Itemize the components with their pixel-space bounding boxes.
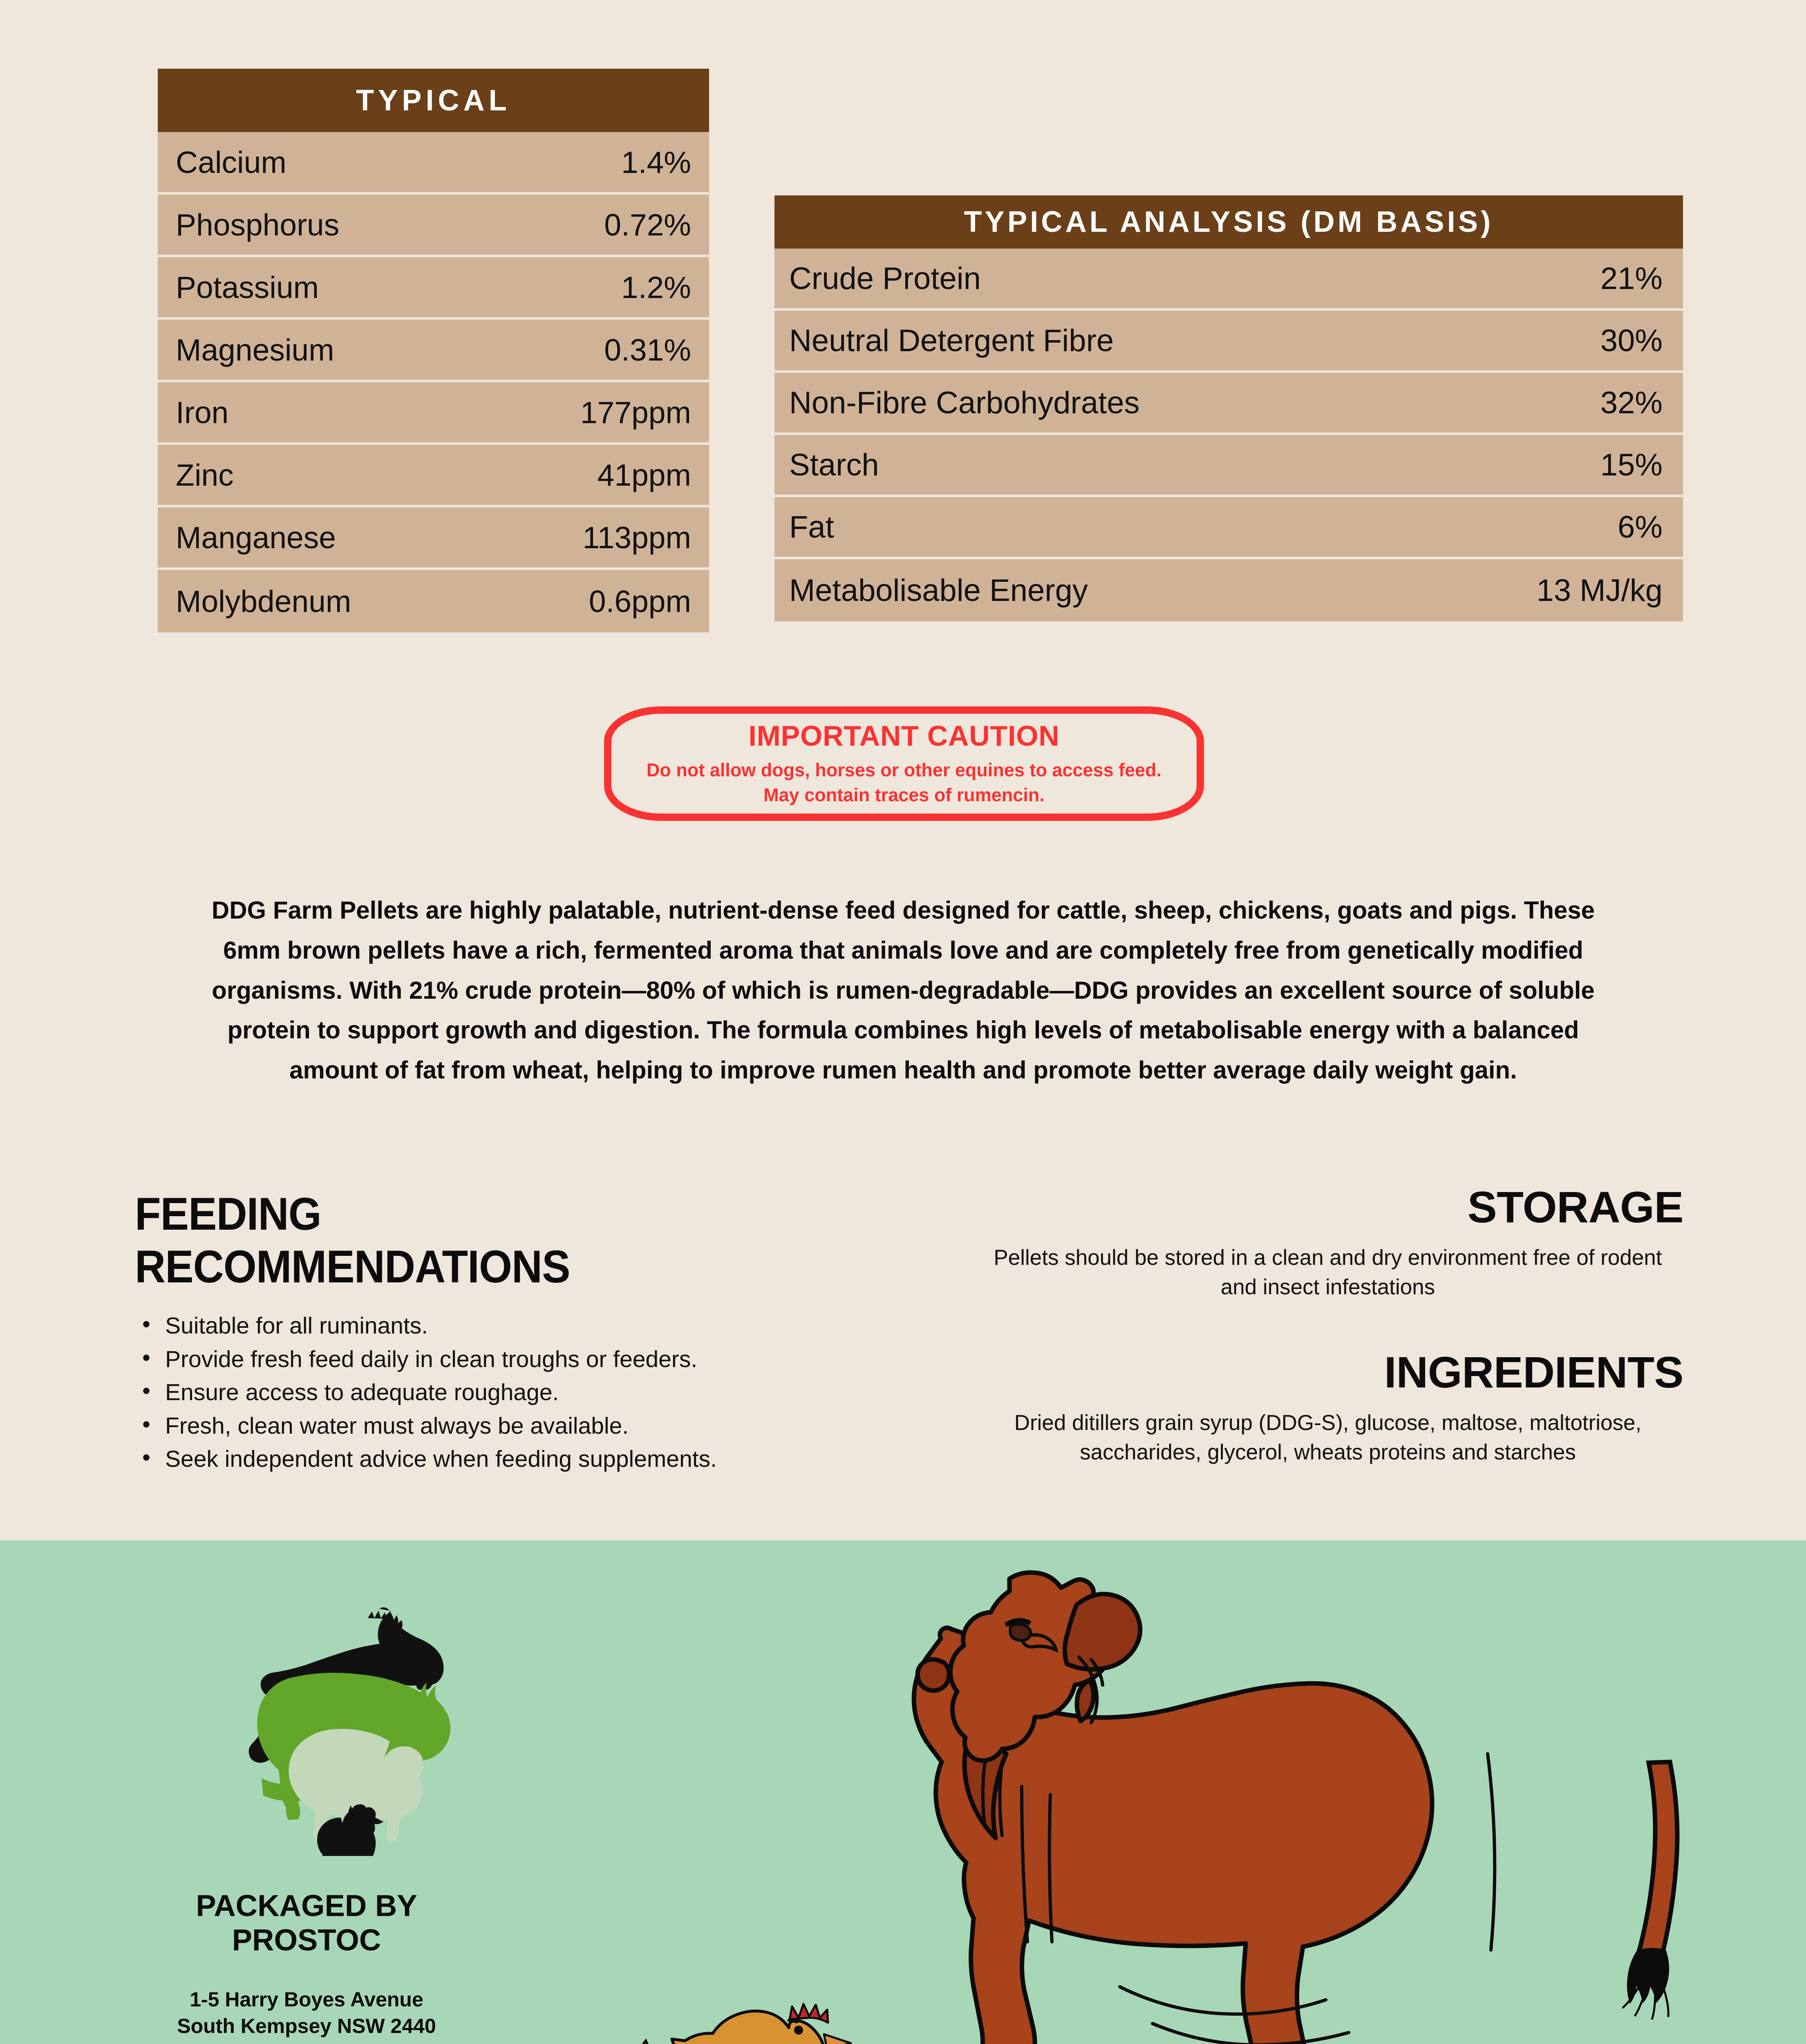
row-value: 113ppm [582, 520, 691, 555]
table-row: Molybdenum 0.6ppm [158, 570, 709, 632]
address-line-2: South Kempsey NSW 2440 [177, 2014, 436, 2037]
list-item: Provide fresh feed daily in clean trough… [135, 1342, 809, 1376]
row-label: Non-Fibre Carbohydrates [789, 385, 1140, 420]
chicken-silhouette-icon [317, 1804, 383, 1856]
row-value: 0.72% [604, 207, 691, 242]
row-value: 0.6ppm [589, 584, 691, 619]
list-item: Fresh, clean water must always be availa… [135, 1409, 809, 1442]
row-value: 41ppm [597, 457, 691, 492]
table-row: Phosphorus 0.72% [158, 195, 709, 257]
table-row: Manganese 113ppm [158, 507, 709, 570]
caution-line-1: Do not allow dogs, horses or other equin… [646, 760, 1162, 781]
table-row: Zinc 41ppm [158, 445, 709, 507]
packaged-by-label: PACKAGED BY [196, 1889, 417, 1923]
row-value: 13 MJ/kg [1536, 573, 1663, 608]
list-item: Suitable for all ruminants. [135, 1309, 809, 1342]
row-value: 0.31% [604, 332, 691, 367]
row-value: 32% [1600, 385, 1663, 420]
table-row: Calcium 1.4% [158, 132, 709, 195]
hen-illustration [597, 1995, 858, 2044]
row-label: Potassium [176, 270, 319, 305]
row-label: Neutral Detergent Fibre [789, 323, 1114, 358]
row-label: Metabolisable Energy [789, 573, 1088, 608]
caution-line-2: May contain traces of rumencin. [763, 784, 1045, 805]
row-label: Fat [789, 509, 834, 545]
table-row: Neutral Detergent Fibre 30% [774, 311, 1683, 373]
farm-animals-logo [139, 1586, 499, 1856]
brahman-bull-illustration [809, 1558, 1770, 2044]
address-line-1: 1-5 Harry Boyes Avenue [190, 1988, 423, 2011]
feeding-recommendations-list: Suitable for all ruminants. Provide fres… [135, 1309, 809, 1475]
important-caution-box: IMPORTANT CAUTION Do not allow dogs, hor… [604, 706, 1204, 821]
packager-address: 1-5 Harry Boyes Avenue South Kempsey NSW… [114, 1986, 499, 2040]
ingredients-title: INGREDIENTS [1384, 1347, 1684, 1397]
ingredients-body: Dried ditillers grain syrup (DDG-S), glu… [1014, 1411, 1642, 1464]
row-label: Crude Protein [789, 261, 981, 296]
row-label: Zinc [176, 457, 234, 492]
minerals-table: TYPICAL Calcium 1.4% Phosphorus 0.72% Po… [158, 69, 709, 632]
row-value: 6% [1618, 509, 1663, 545]
row-label: Calcium [176, 145, 286, 179]
feeding-recommendations-section: FEEDING RECOMMENDATIONS Suitable for all… [135, 1188, 809, 1477]
list-item: Ensure access to adequate roughage. [135, 1375, 809, 1409]
table-row: Starch 15% [774, 435, 1683, 497]
packager-name: PROSTOC [232, 1923, 381, 1957]
horse-silhouette-icon [248, 1607, 444, 1763]
table-row: Metabolisable Energy 13 MJ/kg [774, 559, 1683, 621]
storage-body: Pellets should be stored in a clean and … [994, 1246, 1662, 1299]
row-label: Phosphorus [176, 207, 340, 242]
row-label: Magnesium [176, 332, 334, 367]
analysis-table-header: TYPICAL ANALYSIS (DM BASIS) [774, 195, 1683, 249]
sheep-silhouette-icon [289, 1729, 423, 1842]
storage-title: STORAGE [1467, 1182, 1684, 1232]
row-value: 1.2% [621, 270, 691, 305]
analysis-table: TYPICAL ANALYSIS (DM BASIS) Crude Protei… [774, 195, 1683, 621]
minerals-table-header: TYPICAL [158, 69, 709, 132]
list-item: Seek independent advice when feeding sup… [135, 1442, 809, 1475]
row-value: 1.4% [621, 145, 691, 179]
row-value: 177ppm [580, 395, 691, 430]
packager-info-block: PACKAGED BY PROSTOC 1-5 Harry Boyes Aven… [114, 1889, 499, 2044]
table-row: Magnesium 0.31% [158, 320, 709, 382]
row-label: Manganese [176, 520, 336, 555]
row-label: Iron [176, 395, 229, 430]
caution-title: IMPORTANT CAUTION [748, 720, 1060, 752]
table-row: Fat 6% [774, 497, 1683, 559]
table-row: Potassium 1.2% [158, 257, 709, 320]
storage-ingredients-section: STORAGE Pellets should be stored in a cl… [972, 1181, 1683, 1467]
feeding-recommendations-title: FEEDING RECOMMENDATIONS [135, 1188, 571, 1292]
row-value: 30% [1600, 323, 1663, 358]
table-row: Non-Fibre Carbohydrates 32% [774, 373, 1683, 435]
row-value: 15% [1600, 447, 1663, 482]
table-row: Crude Protein 21% [774, 249, 1683, 311]
table-row: Iron 177ppm [158, 382, 709, 445]
row-label: Molybdenum [176, 584, 351, 619]
row-label: Starch [789, 447, 879, 482]
product-description: DDG Farm Pellets are highly palatable, n… [211, 896, 1595, 1084]
row-value: 21% [1600, 261, 1663, 296]
